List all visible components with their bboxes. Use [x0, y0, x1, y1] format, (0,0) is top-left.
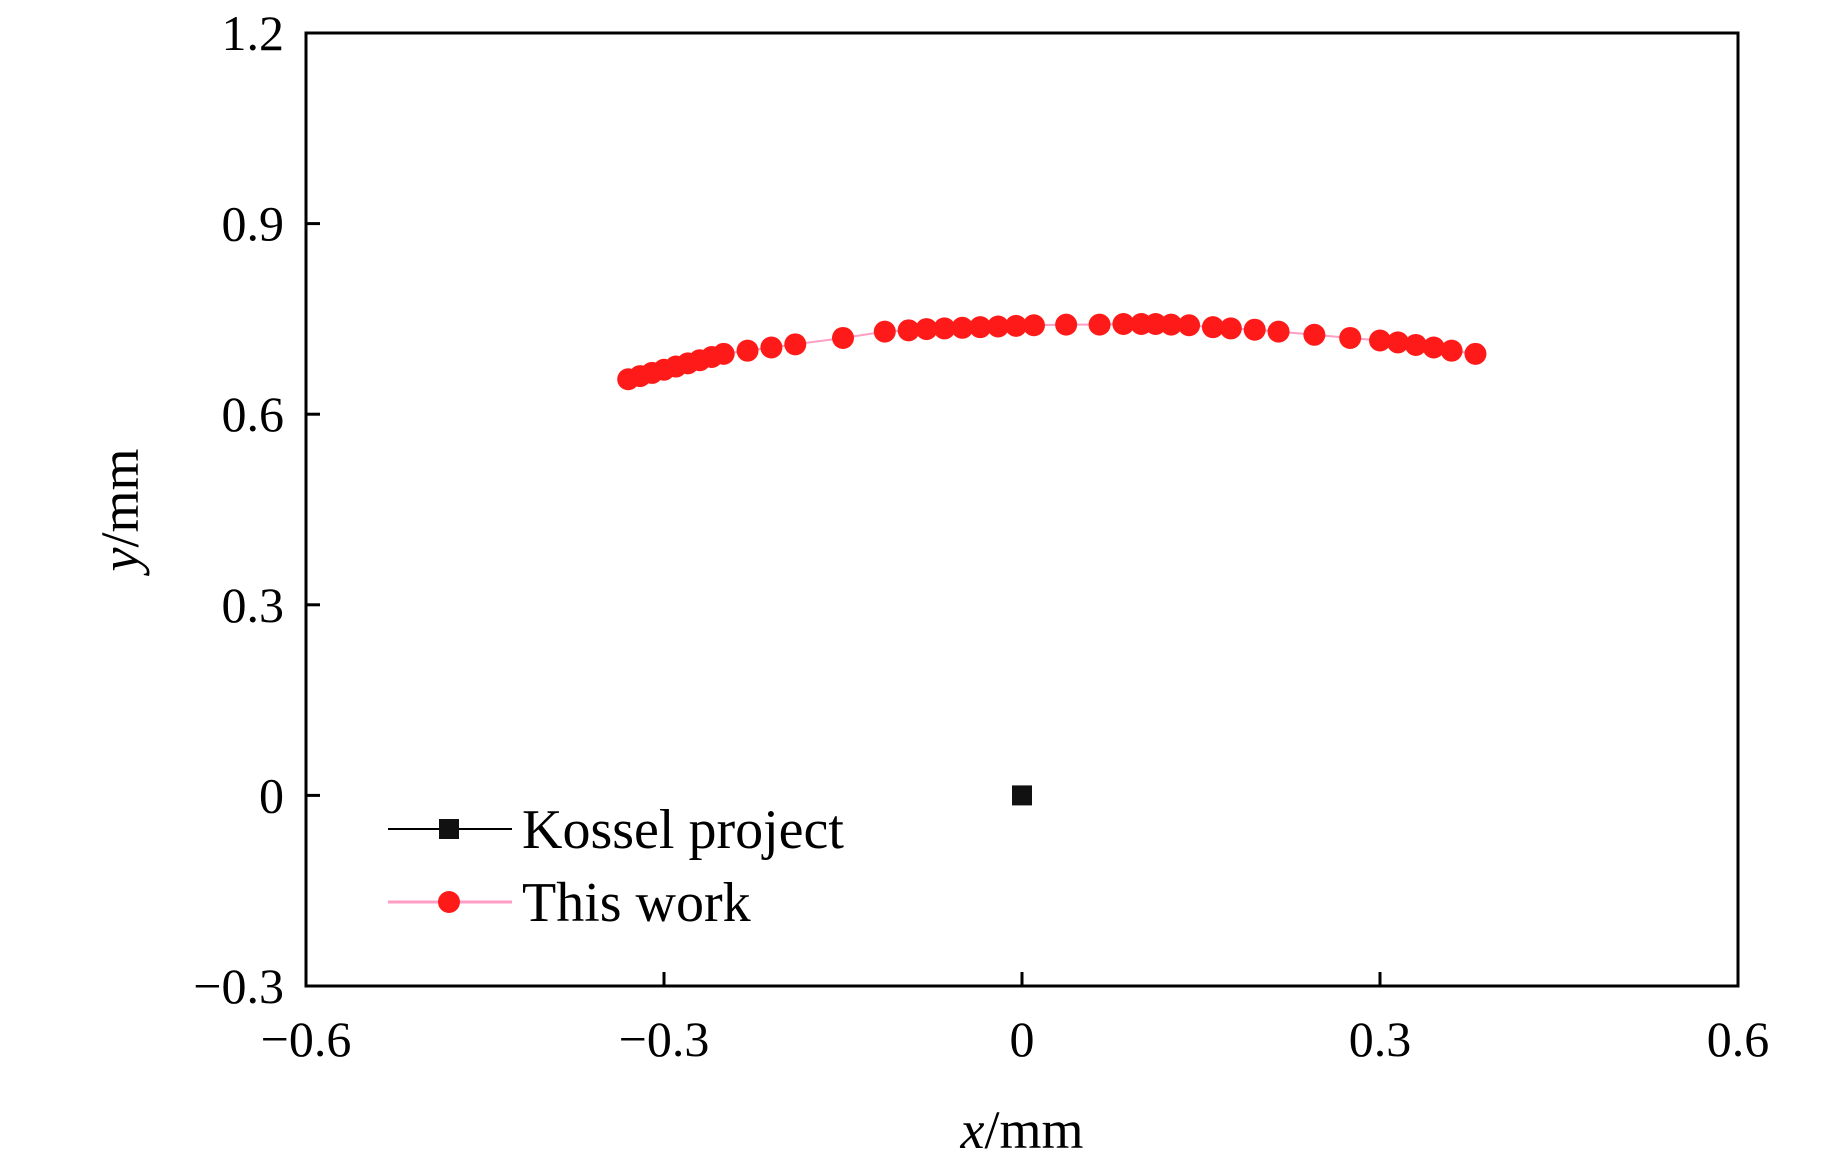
point-this-work [1369, 329, 1391, 352]
y-tick-label: 1.2 [222, 5, 285, 61]
plot-frame [304, 31, 1740, 988]
point-this-work [1055, 313, 1078, 336]
legend-label-this-work: This work [522, 872, 751, 934]
x-axis-ticks: −0.6 −0.3 0 0.3 0.6 [261, 972, 1770, 1067]
point-this-work [712, 342, 735, 365]
point-this-work [1267, 320, 1290, 343]
point-this-work [1219, 317, 1242, 340]
x-tick-label: −0.3 [619, 1011, 710, 1067]
point-this-work [873, 320, 896, 343]
x-axis-var: x [960, 1100, 985, 1159]
point-this-work [1303, 323, 1326, 346]
x-tick-label: 0 [1010, 1011, 1035, 1067]
x-tick-label: 0.3 [1349, 1011, 1412, 1067]
point-this-work [1005, 314, 1028, 337]
point-this-work [933, 317, 956, 340]
point-this-work [969, 316, 992, 339]
point-this-work [1464, 342, 1487, 365]
point-this-work [1178, 314, 1201, 337]
y-tick-label: −0.3 [193, 958, 284, 1014]
y-tick-label: 0 [259, 767, 284, 823]
legend-label-kossel: Kossel project [522, 799, 844, 861]
point-this-work [1404, 333, 1427, 356]
point-this-work [1160, 313, 1183, 336]
point-kossel-project [1012, 785, 1032, 806]
x-axis-title: x/mm [960, 1100, 1084, 1159]
x-tick-label: −0.6 [261, 1011, 352, 1067]
point-this-work [784, 333, 807, 356]
point-this-work [760, 336, 783, 359]
y-axis-unit: /mm [90, 449, 150, 548]
point-this-work [1088, 313, 1111, 336]
y-tick-label: 0.6 [222, 386, 285, 442]
y-tick-label: 0.9 [222, 196, 285, 252]
legend: Kossel project This work [388, 799, 844, 934]
point-this-work [1386, 331, 1409, 354]
point-this-work [1144, 312, 1167, 335]
y-axis-var: y [90, 547, 150, 576]
point-this-work [832, 326, 854, 349]
legend-marker-kossel [439, 819, 459, 839]
y-axis-ticks: −0.3 0 0.3 0.6 0.9 1.2 [193, 5, 320, 1014]
y-tick-label: 0.3 [222, 577, 285, 633]
x-tick-label: 0.6 [1707, 1011, 1770, 1067]
point-this-work [1201, 316, 1224, 339]
point-this-work [951, 316, 974, 339]
point-this-work [1112, 312, 1135, 335]
point-this-work [1422, 336, 1445, 359]
x-axis-unit: /mm [984, 1100, 1083, 1159]
point-this-work [736, 339, 759, 362]
series-layer [617, 312, 1487, 806]
point-this-work [897, 319, 920, 342]
point-this-work [1339, 326, 1362, 349]
point-this-work [987, 315, 1010, 338]
point-this-work [1022, 314, 1045, 337]
point-this-work [915, 318, 938, 341]
y-axis-title: y/mm [90, 449, 150, 577]
point-this-work [1243, 318, 1266, 341]
point-this-work [1440, 339, 1463, 362]
legend-marker-this-work [438, 891, 460, 913]
